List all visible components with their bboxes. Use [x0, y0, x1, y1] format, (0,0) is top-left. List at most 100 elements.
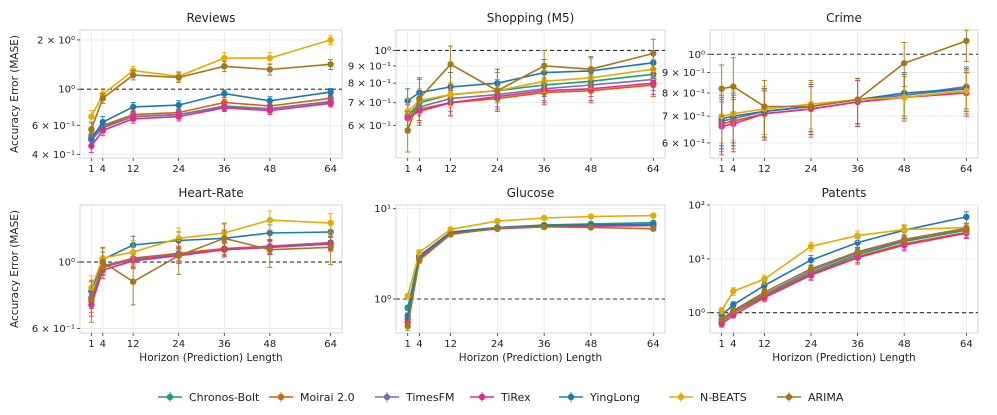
data-point	[327, 219, 334, 227]
y-tick-label: 10⁰	[374, 46, 391, 57]
x-tick-label: 4	[416, 339, 422, 350]
data-point	[221, 63, 228, 70]
y-axis-label: Accuracy Error (MASE)	[9, 210, 21, 328]
data-point	[129, 115, 137, 122]
x-tick-label: 24	[491, 339, 504, 350]
data-point	[963, 213, 970, 221]
legend-label: TiRex	[500, 391, 531, 404]
data-point	[175, 74, 182, 81]
data-point	[730, 301, 737, 309]
data-point	[761, 275, 768, 283]
x-tick-label: 12	[127, 339, 140, 350]
x-tick-label: 48	[585, 164, 598, 175]
legend: Chronos-Bolt Moirai 2.0 TimesFM TiRex YingLo…	[158, 391, 844, 404]
legend-marker	[567, 393, 575, 401]
x-tick-label: 24	[491, 164, 504, 175]
x-tick-label: 12	[444, 339, 457, 350]
plot-area	[79, 29, 343, 159]
data-point	[807, 103, 815, 110]
x-tick-label: 36	[851, 339, 864, 350]
y-tick-label: 7 × 10⁻¹	[662, 112, 705, 123]
data-point	[730, 288, 737, 295]
series-n-beats	[718, 222, 970, 315]
data-point	[88, 296, 95, 303]
panel-patents: Patents 10⁰ 10¹ 10² 1 4 12 24 36 48 64 Horizon (Pre…	[688, 186, 979, 364]
x-tick-label: 1	[718, 339, 724, 350]
data-point	[807, 243, 815, 250]
y-tick-label: 10⁰	[58, 258, 75, 269]
data-point	[447, 91, 454, 98]
data-point	[650, 79, 657, 87]
data-point	[266, 229, 274, 237]
x-tick-label: 1	[718, 164, 724, 175]
legend-label: YingLong	[589, 391, 640, 404]
legend-label: N-BEATS	[700, 391, 747, 404]
data-point	[404, 322, 411, 330]
y-tick-label: 7 × 10⁻¹	[348, 98, 391, 109]
x-tick-label: 1	[88, 164, 94, 175]
legend-item-tirex: TiRex	[470, 391, 531, 404]
x-tick-label: 12	[758, 164, 771, 175]
data-point	[447, 226, 454, 233]
data-point	[540, 214, 548, 222]
data-point	[404, 292, 411, 300]
x-tick-label: 64	[324, 339, 337, 350]
legend-item-arima: ARIMA	[777, 391, 844, 404]
x-tick-label: 48	[263, 339, 276, 350]
data-point	[587, 66, 595, 73]
data-point	[587, 224, 595, 231]
data-point	[494, 217, 501, 225]
x-tick-label: 1	[88, 339, 94, 350]
legend-marker	[785, 393, 793, 401]
series-n-beats	[404, 212, 657, 300]
data-point	[327, 244, 334, 251]
legend-label: ARIMA	[808, 391, 844, 404]
series-arima	[404, 38, 657, 153]
data-point	[901, 94, 908, 101]
data-point	[901, 59, 908, 67]
x-tick-label: 4	[730, 164, 736, 175]
y-tick-label: 6 × 10⁻¹	[32, 121, 75, 132]
y-tick-label: 8 × 10⁻¹	[662, 88, 705, 99]
series-yinglong	[88, 88, 334, 147]
y-tick-label: 6 × 10⁻¹	[662, 138, 705, 149]
data-point	[175, 235, 182, 242]
data-point	[761, 103, 768, 110]
data-point	[540, 62, 548, 70]
data-point	[718, 85, 725, 92]
data-point	[404, 127, 411, 134]
data-point	[854, 248, 861, 256]
x-tick-label: 36	[851, 164, 864, 175]
data-point	[129, 103, 137, 111]
x-tick-label: 36	[538, 339, 551, 350]
data-point	[327, 36, 334, 44]
data-point	[416, 95, 423, 102]
panel-title: Reviews	[186, 11, 235, 25]
data-point	[854, 96, 861, 103]
x-tick-label: 36	[538, 164, 551, 175]
x-tick-label: 12	[758, 339, 771, 350]
panel-title: Shopping (M5)	[487, 11, 575, 25]
data-point	[416, 256, 423, 264]
data-point	[266, 107, 274, 114]
data-point	[963, 225, 970, 232]
data-point	[718, 316, 725, 323]
data-point	[266, 54, 274, 62]
legend-label: Moirai 2.0	[300, 391, 355, 404]
data-point	[129, 278, 137, 285]
panel-shopping-m5: Shopping (M5) 6 × 10⁻¹ 7 × 10⁻¹ 8 × 10⁻¹ 9 ×…	[348, 11, 666, 175]
data-point	[494, 87, 501, 94]
x-tick-label: 36	[218, 164, 231, 175]
data-point	[730, 307, 737, 314]
data-point	[175, 101, 182, 109]
data-point	[88, 125, 95, 133]
x-tick-label: 48	[898, 339, 911, 350]
legend-label: TimesFM	[405, 391, 454, 404]
series-arima	[718, 29, 970, 138]
x-axis-label: Horizon (Prediction) Length	[459, 352, 602, 364]
data-point	[650, 50, 657, 57]
panel-heart-rate: Heart-Rate 6 × 10⁻¹ 10⁰ 1 4 12 24 36 48 64 Accurac…	[9, 186, 343, 364]
legend-item-n-beats: N-BEATS	[669, 391, 747, 404]
x-tick-label: 64	[647, 339, 660, 350]
